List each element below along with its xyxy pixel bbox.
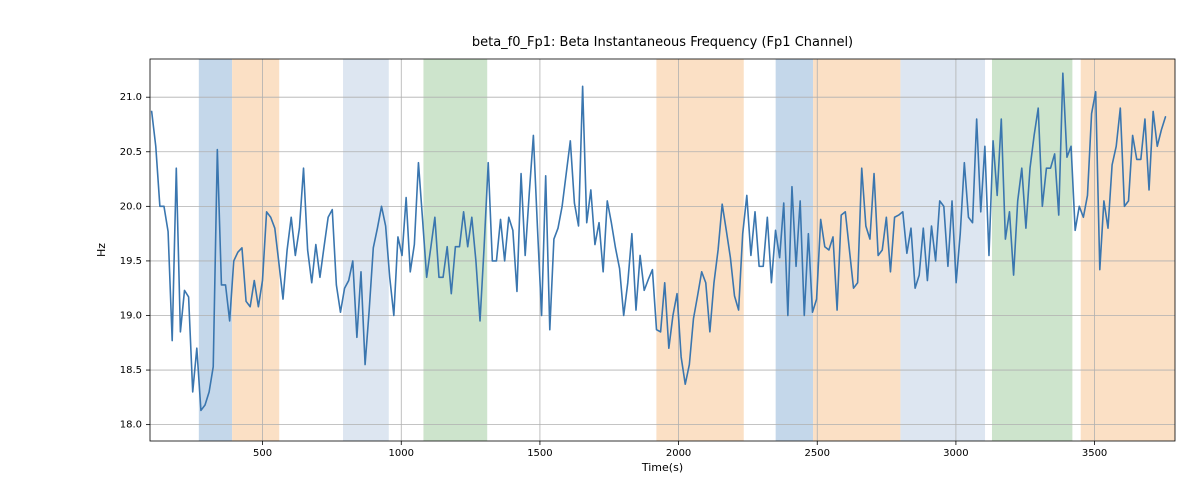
- y-tick-label: 19.5: [120, 256, 142, 267]
- chart-title: beta_f0_Fp1: Beta Instantaneous Frequenc…: [472, 35, 853, 50]
- y-tick-label: 20.0: [120, 201, 142, 212]
- chart-svg: 500 1000 1500 2000 2500 3000 3500 18.0 18.5 19.0 1…: [0, 0, 1200, 500]
- y-tick-label: 19.0: [120, 310, 142, 321]
- x-tick-label: 1500: [527, 448, 552, 459]
- y-tick-label: 18.5: [120, 365, 142, 376]
- x-tick-label: 3000: [943, 448, 968, 459]
- y-tick-label: 21.0: [120, 92, 142, 103]
- x-tick-label: 3500: [1082, 448, 1107, 459]
- x-tick-label: 2500: [805, 448, 830, 459]
- y-tick-label: 20.5: [120, 147, 142, 158]
- highlight-bands: [199, 59, 1175, 441]
- band-4: [656, 59, 743, 441]
- x-axis-label: Time(s): [641, 461, 683, 474]
- band-6: [813, 59, 900, 441]
- y-axis-label: Hz: [95, 243, 108, 257]
- chart-container: 500 1000 1500 2000 2500 3000 3500 18.0 18.5 19.0 1…: [0, 0, 1200, 500]
- x-tick-label: 1000: [389, 448, 414, 459]
- x-tick-label: 500: [253, 448, 272, 459]
- x-tick-label: 2000: [666, 448, 691, 459]
- band-8: [992, 59, 1072, 441]
- y-tick-label: 18.0: [120, 420, 142, 431]
- band-2: [343, 59, 389, 441]
